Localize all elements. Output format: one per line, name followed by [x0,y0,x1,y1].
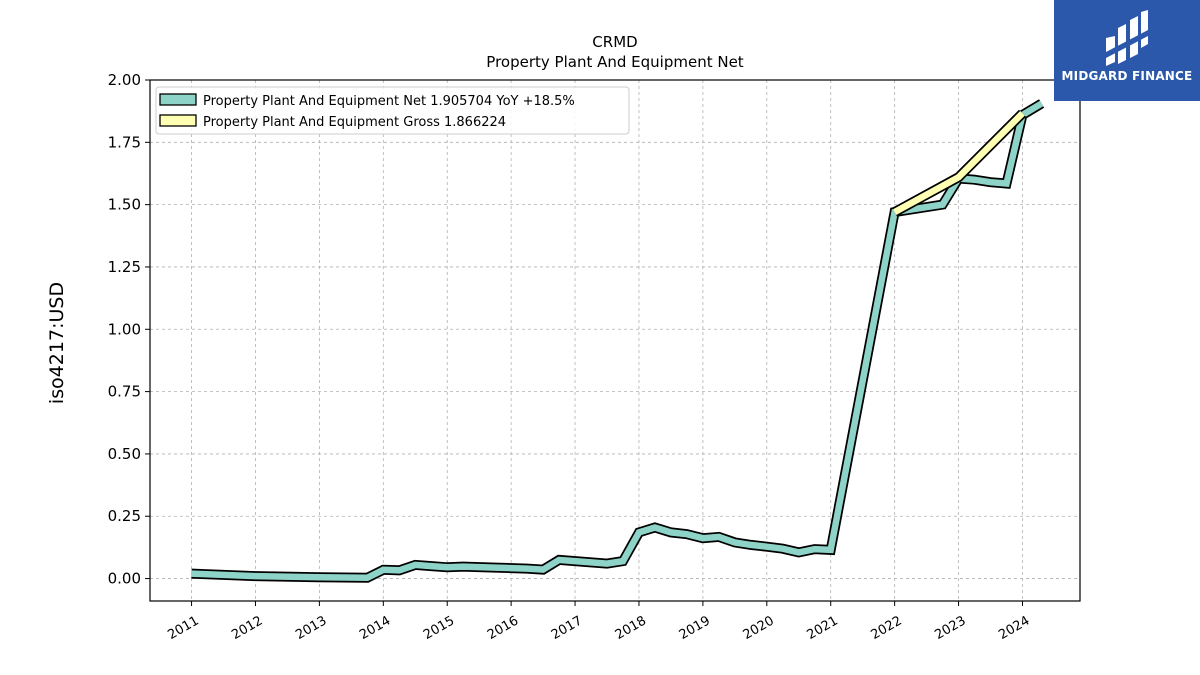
x-tick-label: 2023 [932,613,968,643]
plot-frame [149,79,1081,602]
series-line-0 [191,100,1044,582]
grid [150,79,1080,601]
x-tick-label: 2020 [741,613,777,643]
series-layer [191,99,1045,583]
midgard-finance-logo: MIDGARD FINANCE [1054,0,1200,101]
y-axis-label: iso4217:USD [46,282,68,404]
y-tick-label: 1.25 [108,258,141,276]
legend-swatch-gross [159,114,197,127]
x-tick-label: 2021 [805,613,841,643]
x-axis: 2011 2012 2013 2014 2015 2016 2017 2018 2019 2020… [165,601,1032,643]
y-tick-label: 0.50 [108,445,141,463]
legend-entry-gross: Property Plant And Equipment Gross 1.866… [203,115,506,130]
chart-title: CRMD [592,33,637,51]
x-tick-label: 2012 [229,613,265,643]
y-axis: 0.00 0.25 0.50 0.75 1.00 1.25 1.50 1.75 2.00 [108,71,150,588]
legend-swatch-net [159,93,197,106]
x-tick-label: 2016 [485,613,521,643]
legend[interactable]: Property Plant And Equipment Net 1.90570… [155,86,630,135]
legend-entry-net: Property Plant And Equipment Net 1.90570… [203,94,575,109]
logo-mark-icon [1106,10,1148,66]
series-line-1 [893,111,1025,215]
x-tick-label: 2019 [677,613,713,643]
x-tick-label: 2015 [421,613,457,643]
x-tick-label: 2017 [549,613,585,643]
x-tick-label: 2018 [613,613,649,643]
y-tick-label: 0.00 [108,570,141,588]
y-tick-label: 1.00 [108,320,141,338]
x-tick-label: 2024 [996,613,1032,643]
y-tick-label: 2.00 [108,71,141,89]
y-tick-label: 1.75 [108,133,141,151]
y-tick-label: 0.25 [108,507,141,525]
y-tick-label: 0.75 [108,383,141,401]
y-tick-label: 1.50 [108,196,141,214]
x-tick-label: 2014 [357,613,393,643]
x-tick-label: 2011 [165,613,201,643]
x-tick-label: 2022 [868,613,904,643]
x-tick-label: 2013 [293,613,329,643]
chart-subtitle: Property Plant And Equipment Net [486,53,743,71]
legend-box [155,86,630,135]
logo-text: MIDGARD FINANCE [1061,69,1193,83]
